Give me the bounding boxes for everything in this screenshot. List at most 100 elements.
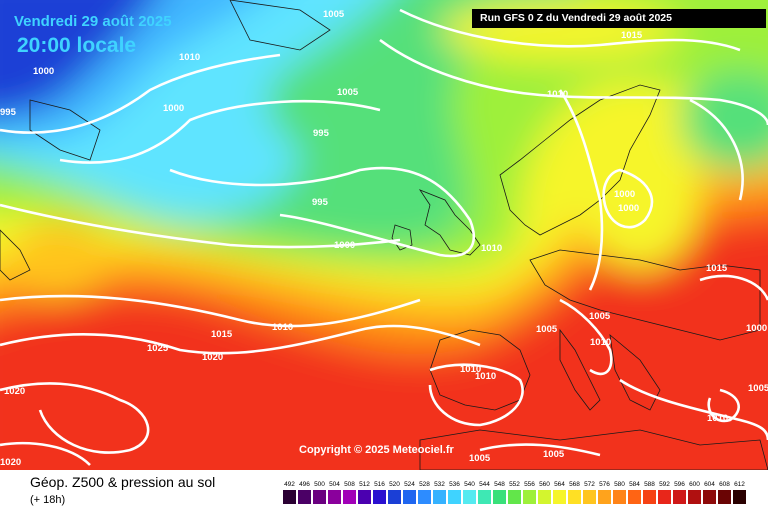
legend-swatch xyxy=(358,490,371,504)
legend-swatch xyxy=(478,490,491,504)
legend-swatch xyxy=(433,490,446,504)
isobar-label: 1005 xyxy=(337,87,359,98)
isobar-label: 1000 xyxy=(33,66,55,77)
isobar-label: 1025 xyxy=(147,343,169,354)
legend-tick-label: 512 xyxy=(359,481,370,488)
isobars xyxy=(0,8,768,466)
isobar-label: 1000 xyxy=(618,203,640,214)
legend-swatch xyxy=(298,490,311,504)
legend-tick-label: 500 xyxy=(314,481,325,488)
legend-swatch xyxy=(538,490,551,504)
isobar-label: 1005 xyxy=(536,324,558,335)
legend-swatch xyxy=(403,490,416,504)
legend-tick-label: 612 xyxy=(734,481,745,488)
legend-tick-label: 584 xyxy=(629,481,640,488)
legend-swatch xyxy=(463,490,476,504)
legend-swatch xyxy=(448,490,461,504)
geopotential-field xyxy=(0,0,768,470)
legend-swatch xyxy=(388,490,401,504)
isobar-label: 1020 xyxy=(0,457,22,468)
isobar-label: 1005 xyxy=(589,311,611,322)
legend-swatch xyxy=(733,490,746,504)
isobar-label: 1010 xyxy=(590,337,612,348)
isobar-label: 1010 xyxy=(707,413,729,424)
isobar-label: 1015 xyxy=(706,263,728,274)
legend-tick-label: 536 xyxy=(449,481,460,488)
weather-map xyxy=(0,0,768,470)
legend-tick-label: 492 xyxy=(284,481,295,488)
isobar-label: 995 xyxy=(0,107,16,118)
isobar-label: 1005 xyxy=(543,449,565,460)
legend-tick-label: 496 xyxy=(299,481,310,488)
legend-tick-label: 548 xyxy=(494,481,505,488)
forecast-local-time: 20:00 locale xyxy=(17,34,137,57)
isobar-label: 1010 xyxy=(547,89,569,100)
legend-tick-label: 552 xyxy=(509,481,520,488)
isobar-label: 1015 xyxy=(211,329,233,340)
isobar-label: 1005 xyxy=(469,453,491,464)
legend-swatch xyxy=(613,490,626,504)
isobar-label: 1010 xyxy=(272,322,294,333)
isobar-label: 995 xyxy=(313,128,329,139)
isobar-label: 1005 xyxy=(748,383,768,394)
legend-tick-label: 580 xyxy=(614,481,625,488)
legend-swatch xyxy=(673,490,686,504)
legend-tick-label: 604 xyxy=(704,481,715,488)
color-legend: 492 496 500 504 508 512 516 520 524 528 532 536 540 5… xyxy=(283,481,746,504)
legend-tick-label: 528 xyxy=(419,481,430,488)
legend-tick-label: 564 xyxy=(554,481,565,488)
legend-swatch xyxy=(343,490,356,504)
legend-tick-label: 588 xyxy=(644,481,655,488)
legend-swatch xyxy=(328,490,341,504)
legend-tick-label: 544 xyxy=(479,481,490,488)
legend-swatch xyxy=(658,490,671,504)
isobar-label: 1000 xyxy=(334,240,356,251)
legend-swatch xyxy=(628,490,641,504)
isobar-label: 1010 xyxy=(475,371,497,382)
legend-tick-label: 540 xyxy=(464,481,475,488)
isobar-label: 1000 xyxy=(163,103,185,114)
legend-tick-label: 572 xyxy=(584,481,595,488)
legend-tick-label: 532 xyxy=(434,481,445,488)
isobar-label: 1015 xyxy=(621,30,643,41)
legend-tick-label: 576 xyxy=(599,481,610,488)
isobar-label: 1000 xyxy=(746,323,768,334)
legend-swatch xyxy=(688,490,701,504)
legend-swatch xyxy=(283,490,296,504)
coastlines xyxy=(0,0,768,470)
isobar-label: 1010 xyxy=(481,243,503,254)
legend-tick-label: 520 xyxy=(389,481,400,488)
isobar-label: 995 xyxy=(312,197,328,208)
legend-tick-label: 592 xyxy=(659,481,670,488)
isobar-label: 1020 xyxy=(4,386,26,397)
chart-title: Géop. Z500 & pression au sol xyxy=(30,474,216,490)
isobar-label: 1010 xyxy=(179,52,201,63)
legend-tick-label: 600 xyxy=(689,481,700,488)
legend-swatch xyxy=(508,490,521,504)
legend-swatch xyxy=(313,490,326,504)
legend-tick-label: 508 xyxy=(344,481,355,488)
legend-tick-label: 596 xyxy=(674,481,685,488)
legend-tick-label: 608 xyxy=(719,481,730,488)
legend-swatch xyxy=(718,490,731,504)
legend-swatch xyxy=(583,490,596,504)
legend-swatch xyxy=(568,490,581,504)
forecast-step: (+ 18h) xyxy=(30,494,66,506)
legend-tick-label: 560 xyxy=(539,481,550,488)
legend-tick-label: 568 xyxy=(569,481,580,488)
legend-swatch xyxy=(643,490,656,504)
legend-swatch xyxy=(598,490,611,504)
legend-tick-label: 556 xyxy=(524,481,535,488)
isobar-label: 1000 xyxy=(614,189,636,200)
copyright-notice: Copyright © 2025 Meteociel.fr xyxy=(299,444,454,456)
isobar-label: 1005 xyxy=(323,9,345,20)
legend-swatch xyxy=(493,490,506,504)
isobar-label: 1020 xyxy=(202,352,224,363)
legend-tick-label: 524 xyxy=(404,481,415,488)
legend-swatch xyxy=(418,490,431,504)
legend-swatch xyxy=(523,490,536,504)
legend-swatch xyxy=(703,490,716,504)
run-info-banner: Run GFS 0 Z du Vendredi 29 août 2025 xyxy=(472,9,766,28)
legend-tick-label: 504 xyxy=(329,481,340,488)
